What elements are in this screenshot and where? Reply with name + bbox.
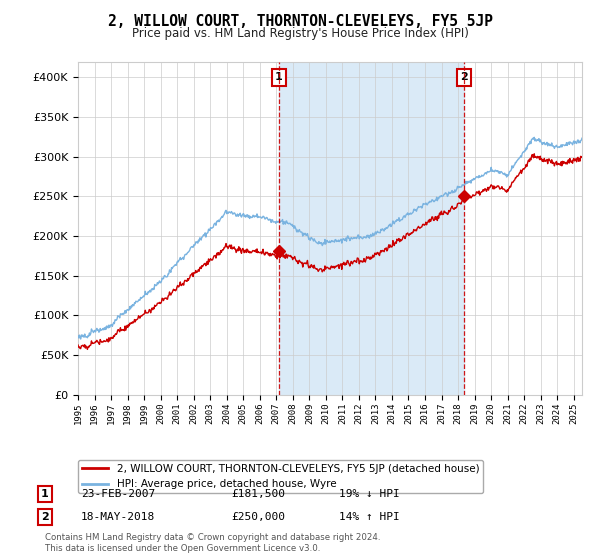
Text: 19% ↓ HPI: 19% ↓ HPI	[339, 489, 400, 499]
Text: 18-MAY-2018: 18-MAY-2018	[81, 512, 155, 522]
Bar	[279, 62, 464, 395]
Text: 23-FEB-2007: 23-FEB-2007	[81, 489, 155, 499]
Text: 2, WILLOW COURT, THORNTON-CLEVELEYS, FY5 5JP: 2, WILLOW COURT, THORNTON-CLEVELEYS, FY5…	[107, 14, 493, 29]
Legend: 2, WILLOW COURT, THORNTON-CLEVELEYS, FY5 5JP (detached house), HPI: Average pric: 2, WILLOW COURT, THORNTON-CLEVELEYS, FY5…	[78, 460, 484, 493]
Text: 14% ↑ HPI: 14% ↑ HPI	[339, 512, 400, 522]
Text: £250,000: £250,000	[231, 512, 285, 522]
Text: Price paid vs. HM Land Registry's House Price Index (HPI): Price paid vs. HM Land Registry's House …	[131, 27, 469, 40]
Text: Contains HM Land Registry data © Crown copyright and database right 2024.
This d: Contains HM Land Registry data © Crown c…	[45, 533, 380, 553]
Text: 2: 2	[41, 512, 49, 522]
Text: 1: 1	[41, 489, 49, 499]
Text: 2: 2	[460, 72, 468, 82]
Text: 1: 1	[275, 72, 283, 82]
Text: £181,500: £181,500	[231, 489, 285, 499]
